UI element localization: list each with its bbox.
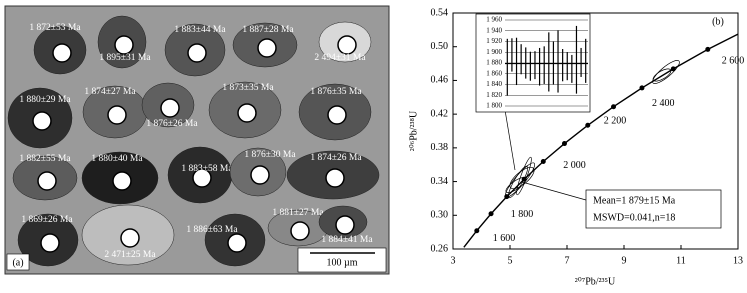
- panel-label: (a): [12, 257, 23, 268]
- y-tick-label: 0.38: [431, 142, 449, 153]
- spot: [192, 168, 212, 188]
- concordia-point: [585, 122, 591, 128]
- age-label: 2 400: [652, 98, 675, 109]
- x-tick-label: 3: [451, 255, 456, 266]
- spot: [335, 215, 355, 235]
- spot: [112, 171, 132, 191]
- concordia-point: [488, 211, 494, 217]
- age-label: 1 886±63 Ma: [186, 225, 238, 235]
- age-label: 2 494±31 Ma: [314, 53, 366, 63]
- arrow: [521, 181, 587, 201]
- concordia-point: [504, 194, 510, 200]
- y-tick-label: 0.26: [431, 243, 449, 254]
- ellipse: [652, 60, 680, 84]
- age-label: 2 600: [722, 56, 745, 67]
- annotation: Mean=1 879±15 Ma: [593, 195, 676, 206]
- ellipse: [509, 166, 535, 190]
- concordia-point: [705, 46, 711, 52]
- concordia-point: [474, 228, 480, 234]
- ellipse: [504, 162, 536, 198]
- inset-tick-label: 1 880: [486, 59, 502, 67]
- concordia-point: [540, 159, 546, 165]
- age-label: 1 880±29 Ma: [19, 95, 71, 105]
- y-tick-label: 0.42: [431, 108, 449, 119]
- spot: [107, 105, 127, 125]
- age-label: 1 880±40 Ma: [91, 154, 143, 164]
- x-tick-label: 9: [622, 255, 627, 266]
- spot: [250, 165, 270, 185]
- inset-tick-label: 1 840: [486, 80, 502, 88]
- spot: [32, 111, 52, 131]
- annotation-box: [585, 189, 722, 229]
- grains: 1 872±53 Ma 1 895±31 Ma 1 883±44 Ma 1 887±2…: [7, 15, 380, 267]
- age-label: 1 869±26 Ma: [21, 215, 73, 225]
- plot-frame: [452, 12, 739, 250]
- x-axis-label: ²⁰⁷Pb/²³⁵U: [575, 276, 616, 287]
- inset-tick-label: 1 860: [486, 69, 502, 77]
- age-label: 1 874±27 Ma: [84, 87, 136, 97]
- arrow: [504, 109, 516, 171]
- age-label: 1 873±35 Ma: [222, 83, 274, 93]
- panel-label-box: [6, 253, 30, 271]
- spot: [337, 35, 357, 55]
- annotation: MSWD=0.041,n=18: [593, 212, 675, 223]
- age-label: 1 883±44 Ma: [174, 25, 226, 35]
- age-label: 1 882±55 Ma: [19, 154, 71, 164]
- y-tick-label: 0.34: [431, 176, 449, 187]
- spot: [52, 43, 72, 63]
- scale-bar-box: [297, 247, 387, 273]
- concordia-point: [521, 176, 527, 182]
- concordia-point: [611, 104, 617, 110]
- y-axis-label: ²⁰⁶Pb/²³⁸U: [408, 110, 419, 151]
- scale-bar-label: 100 µm: [326, 257, 357, 268]
- y-tick-label: 0.54: [431, 7, 449, 18]
- x-tick-label: 5: [508, 255, 513, 266]
- y-tick-label: 0.46: [431, 75, 449, 86]
- inset-tick-label: 1 920: [486, 37, 502, 45]
- age-label: 1 872±53 Ma: [29, 23, 81, 33]
- spot: [114, 35, 134, 55]
- spot: [120, 228, 140, 248]
- concordia-point: [670, 66, 676, 72]
- inset-tick-label: 1 940: [486, 26, 502, 34]
- spot: [290, 221, 310, 241]
- age-label: 2 200: [604, 116, 627, 127]
- spot: [40, 233, 60, 253]
- age-label: 1 800: [511, 209, 534, 220]
- spot: [187, 43, 207, 63]
- inset-tick-label: 1 800: [486, 102, 502, 110]
- age-label: 1 883±58 Ma: [181, 164, 233, 174]
- x-tick-label: 7: [565, 255, 570, 266]
- age-label: 1 600: [493, 233, 516, 244]
- age-label: 2 000: [563, 160, 586, 171]
- age-label: 1 876±30 Ma: [244, 150, 296, 160]
- inset-tick-label: 1 820: [486, 91, 502, 99]
- panel-label: (b): [712, 16, 724, 27]
- age-label: 1 874±26 Ma: [310, 153, 362, 163]
- spot: [257, 38, 277, 58]
- age-label: 2 471±25 Ma: [104, 250, 156, 260]
- age-label: 1 881±27 Ma: [272, 208, 324, 218]
- spot: [37, 171, 57, 191]
- concordia-point: [561, 141, 567, 147]
- inset-tick-label: 1 960: [486, 16, 502, 24]
- spot: [227, 233, 247, 253]
- age-label: 1 887±28 Ma: [242, 25, 294, 35]
- spot: [325, 168, 345, 188]
- concordia-point: [639, 85, 645, 91]
- spot: [327, 105, 347, 125]
- y-tick-label: 0.30: [431, 210, 449, 221]
- spot: [237, 103, 257, 123]
- spot: [160, 98, 180, 118]
- inset-tick-label: 1 900: [486, 48, 502, 56]
- y-tick-label: 0.50: [431, 41, 449, 52]
- age-label: 1 876±26 Ma: [146, 119, 198, 129]
- age-label: 1 876±35 Ma: [310, 87, 362, 97]
- age-label: 1 884±41 Ma: [321, 235, 373, 245]
- x-tick-label: 11: [676, 255, 686, 266]
- age-label: 1 895±31 Ma: [99, 53, 151, 63]
- x-tick-label: 13: [733, 255, 743, 266]
